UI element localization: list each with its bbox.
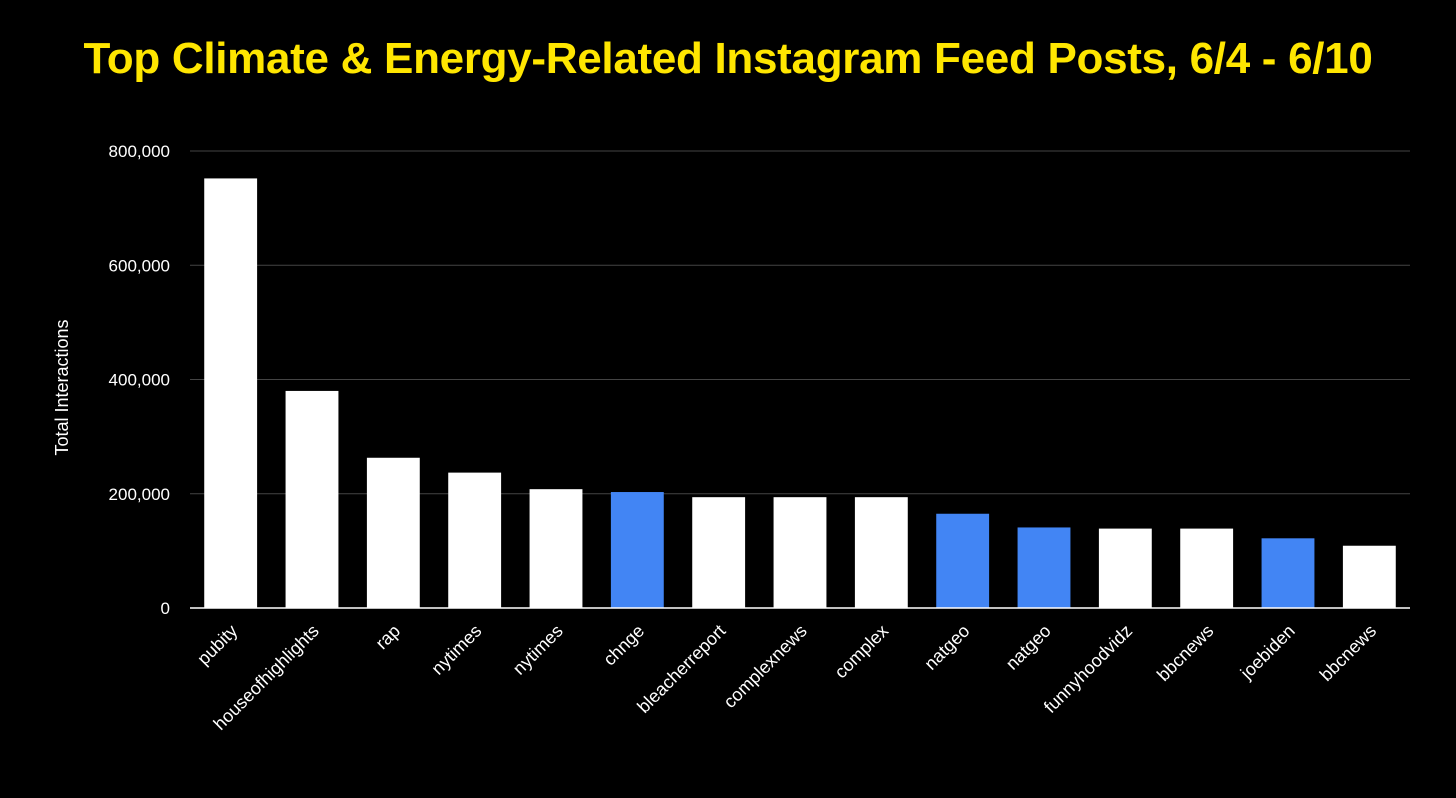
x-tick-label: chnge [599, 621, 648, 670]
x-tick-label: complexnews [720, 621, 811, 712]
x-tick-label: natgeo [1002, 621, 1055, 674]
bar-joebiden [1261, 538, 1315, 608]
x-tick-label: complex [831, 621, 893, 683]
bars [204, 178, 1396, 609]
bar-complex [854, 497, 908, 608]
y-tick-label: 0 [161, 599, 170, 618]
x-tick-label: joebiden [1236, 621, 1299, 684]
bar-natgeo [1017, 527, 1071, 608]
y-tick-label: 600,000 [109, 256, 170, 275]
bar-bleacherreport [692, 497, 746, 608]
bar-complexnews [773, 497, 827, 608]
x-tick-label: nytimes [509, 621, 567, 679]
bar-bbcnews [1342, 545, 1396, 608]
bar-natgeo [936, 513, 990, 608]
bar-rap [366, 457, 420, 608]
y-axis-ticks: 0 200,000 400,000 600,000 800,000 [109, 142, 170, 618]
bar-nytimes [448, 472, 502, 608]
bar-nytimes [529, 489, 583, 608]
x-tick-label: natgeo [920, 621, 973, 674]
x-tick-label: bbcnews [1316, 621, 1380, 685]
y-tick-label: 400,000 [109, 371, 170, 390]
bar-bbcnews [1180, 528, 1234, 608]
bar-chnge [610, 492, 664, 608]
bar-funnyhoodvidz [1098, 528, 1152, 608]
x-tick-label: pubity [193, 621, 241, 669]
bar-pubity [204, 178, 258, 609]
y-tick-label: 200,000 [109, 485, 170, 504]
x-tick-label: bbcnews [1153, 621, 1217, 685]
x-tick-label: rap [372, 621, 405, 654]
bar-houseofhighlights [285, 390, 339, 608]
y-tick-label: 800,000 [109, 142, 170, 161]
x-tick-label: nytimes [428, 621, 486, 679]
chart-title: Top Climate & Energy-Related Instagram F… [83, 34, 1373, 83]
y-axis-title: Total Interactions [52, 319, 72, 455]
gridlines [190, 150, 1410, 495]
